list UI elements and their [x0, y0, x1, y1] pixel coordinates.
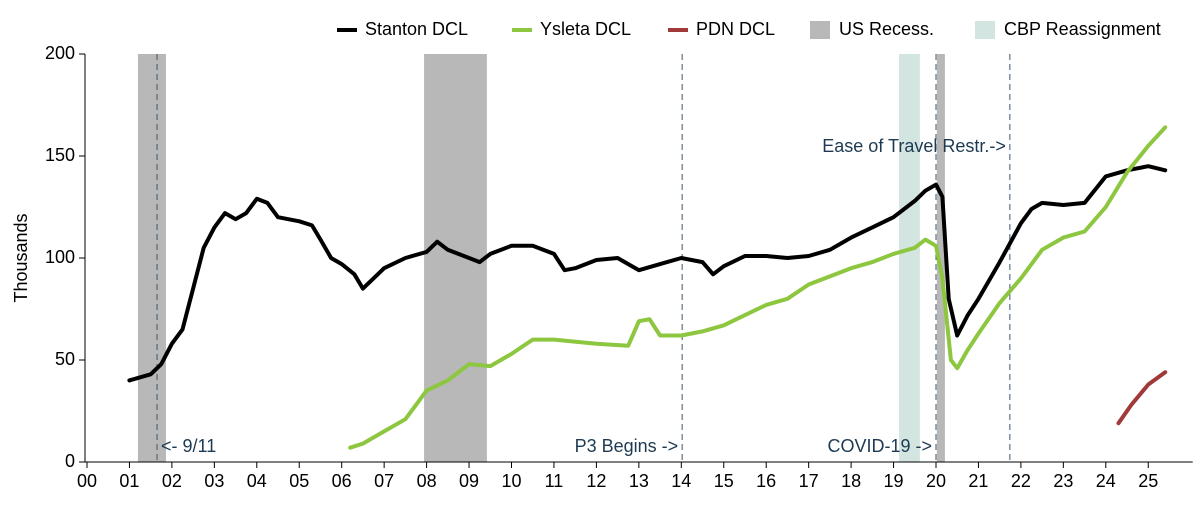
- x-tick-label: 03: [204, 471, 224, 491]
- y-tick-label: 150: [45, 145, 75, 165]
- x-tick-label: 22: [1011, 471, 1031, 491]
- x-tick-label: 11: [545, 471, 564, 491]
- y-tick-label: 0: [65, 451, 75, 471]
- x-tick-label: 19: [884, 471, 904, 491]
- x-tick-label: 05: [289, 471, 309, 491]
- band: [424, 54, 487, 462]
- x-tick-label: 23: [1053, 471, 1073, 491]
- band: [936, 54, 945, 462]
- legend-swatch: [810, 21, 830, 39]
- x-tick-label: 16: [756, 471, 776, 491]
- series-line: [127, 164, 1168, 383]
- x-tick-label: 13: [629, 471, 649, 491]
- series-line: [348, 125, 1168, 450]
- x-tick-label: 02: [162, 471, 182, 491]
- legend-swatch: [975, 21, 995, 39]
- x-tick-label: 07: [374, 471, 394, 491]
- x-tick-label: 00: [77, 471, 97, 491]
- legend-label: US Recess.: [839, 19, 934, 39]
- series-line: [1116, 370, 1168, 426]
- y-axis-label: Thousands: [11, 213, 31, 302]
- x-tick-label: 09: [459, 471, 479, 491]
- legend-label: Ysleta DCL: [540, 19, 631, 39]
- band: [137, 54, 166, 462]
- x-tick-label: 06: [332, 471, 352, 491]
- x-tick-label: 01: [119, 471, 139, 491]
- x-tick-label: 25: [1138, 471, 1158, 491]
- x-tick-label: 14: [671, 471, 691, 491]
- legend-label: PDN DCL: [696, 19, 775, 39]
- y-tick-label: 50: [55, 349, 75, 369]
- x-tick-label: 15: [714, 471, 734, 491]
- event-label: COVID-19 ->: [827, 436, 932, 456]
- x-tick-label: 17: [799, 471, 819, 491]
- x-tick-label: 08: [417, 471, 437, 491]
- x-tick-label: 18: [841, 471, 861, 491]
- y-tick-label: 100: [45, 247, 75, 267]
- band: [899, 54, 920, 462]
- event-label: Ease of Travel Restr.->: [822, 136, 1006, 156]
- y-tick-label: 200: [45, 43, 75, 63]
- event-label: <- 9/11: [161, 436, 216, 456]
- x-tick-label: 12: [586, 471, 606, 491]
- x-tick-label: 20: [926, 471, 946, 491]
- x-tick-label: 10: [501, 471, 521, 491]
- x-tick-label: 21: [968, 471, 988, 491]
- legend-label: Stanton DCL: [365, 19, 468, 39]
- x-tick-label: 24: [1096, 471, 1116, 491]
- legend-label: CBP Reassignment: [1004, 19, 1161, 39]
- x-tick-label: 04: [247, 471, 267, 491]
- event-label: P3 Begins ->: [575, 436, 679, 456]
